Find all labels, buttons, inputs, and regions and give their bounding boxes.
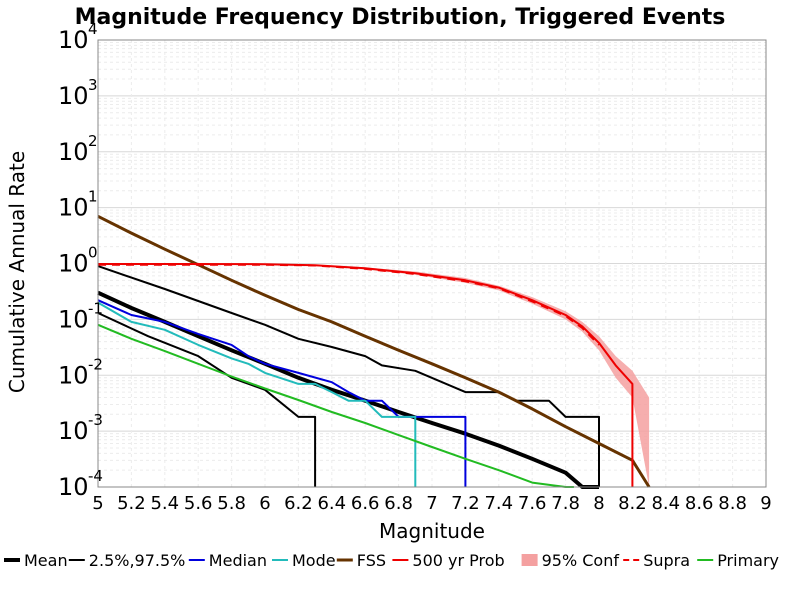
legend-item: Supra xyxy=(623,551,690,570)
y-tick-exponent: -1 xyxy=(88,299,103,317)
legend-label: 95% Conf xyxy=(542,551,620,570)
series-line-fss xyxy=(97,214,651,488)
chart-title: Magnitude Frequency Distribution, Trigge… xyxy=(75,5,726,30)
y-tick-exponent: -4 xyxy=(88,467,103,485)
x-tick-label: 5.2 xyxy=(117,493,146,514)
series-line-mean xyxy=(97,290,599,489)
plot-frame xyxy=(97,39,767,488)
x-tick-label: 7.2 xyxy=(451,493,480,514)
y-tick-exponent: -2 xyxy=(88,355,103,373)
y-tick-label: 10 xyxy=(58,305,89,333)
x-tick-label: 7.6 xyxy=(518,493,547,514)
legend-item: Mode xyxy=(272,551,336,570)
x-tick-labels: 5 5.2 5.4 5.6 5.8 6 6.2 6.4 6.6 6.8 7 7.2 7.4 7.6 7.8 8… xyxy=(92,493,771,514)
x-tick-label: 6.4 xyxy=(317,493,346,514)
legend-swatch xyxy=(521,554,538,566)
x-tick-label: 6 xyxy=(259,493,270,514)
legend-item: 95% Conf xyxy=(521,551,620,570)
y-tick-label: 10 xyxy=(58,473,89,501)
series-layer xyxy=(97,214,651,489)
legend-label: Supra xyxy=(643,551,690,570)
x-tick-label: 6.6 xyxy=(351,493,380,514)
y-tick-exponent: 2 xyxy=(88,132,98,150)
series-line-primary xyxy=(97,323,574,488)
legend-label: 2.5%,97.5% xyxy=(89,551,186,570)
legend-label: Mean xyxy=(24,551,68,570)
x-tick-label: 8.4 xyxy=(651,493,680,514)
x-tick-label: 8.2 xyxy=(618,493,647,514)
y-tick-exponent: -3 xyxy=(88,411,103,429)
series-line-2-5-97-5- xyxy=(97,312,317,487)
x-tick-label: 7 xyxy=(426,493,437,514)
y-tick-label: 10 xyxy=(58,138,89,166)
x-tick-label: 6.2 xyxy=(284,493,313,514)
x-tick-label: 6.8 xyxy=(384,493,413,514)
x-tick-label: 8.6 xyxy=(685,493,714,514)
legend-label: Primary xyxy=(717,551,779,570)
legend-item: Median xyxy=(188,551,267,570)
y-tick-label: 10 xyxy=(58,417,89,445)
x-axis-label: Magnitude xyxy=(379,519,485,543)
y-tick-exponent: 0 xyxy=(88,244,98,262)
x-tick-label: 8 xyxy=(593,493,604,514)
legend-item: Mean xyxy=(4,551,68,570)
x-tick-label: 8.8 xyxy=(718,493,747,514)
y-axis-label: Cumulative Annual Rate xyxy=(5,151,29,393)
y-tick-label: 10 xyxy=(58,250,89,278)
y-tick-exponent: 1 xyxy=(88,188,98,206)
x-tick-label: 7.8 xyxy=(551,493,580,514)
x-tick-label: 5.4 xyxy=(150,493,179,514)
legend-label: 500 yr Prob xyxy=(412,551,504,570)
series-line-median xyxy=(97,299,467,487)
y-tick-exponent: 4 xyxy=(88,20,98,38)
y-tick-label: 10 xyxy=(58,26,89,54)
series-line-supra xyxy=(98,263,600,346)
x-tick-label: 5 xyxy=(92,493,103,514)
y-tick-label: 10 xyxy=(58,361,89,389)
series-line-mode xyxy=(97,301,417,487)
legend-item: 2.5%,97.5% xyxy=(68,551,186,570)
legend: Mean 2.5%,97.5% Median Mode FSS 500 yr Prob 95… xyxy=(4,551,779,570)
y-tick-exponent: 3 xyxy=(88,76,98,94)
series-line-2-5-97-5- xyxy=(97,265,600,487)
legend-label: Median xyxy=(209,551,267,570)
legend-item: 500 yr Prob xyxy=(392,551,505,570)
legend-item: FSS xyxy=(336,551,386,570)
x-tick-label: 7.4 xyxy=(484,493,513,514)
legend-label: Mode xyxy=(292,551,336,570)
y-tick-label: 10 xyxy=(58,82,89,110)
y-tick-label: 10 xyxy=(58,194,89,222)
x-tick-label: 9 xyxy=(760,493,771,514)
x-tick-label: 5.8 xyxy=(217,493,246,514)
legend-label: FSS xyxy=(357,551,386,570)
legend-item: Primary xyxy=(697,551,779,570)
x-tick-label: 5.6 xyxy=(184,493,213,514)
